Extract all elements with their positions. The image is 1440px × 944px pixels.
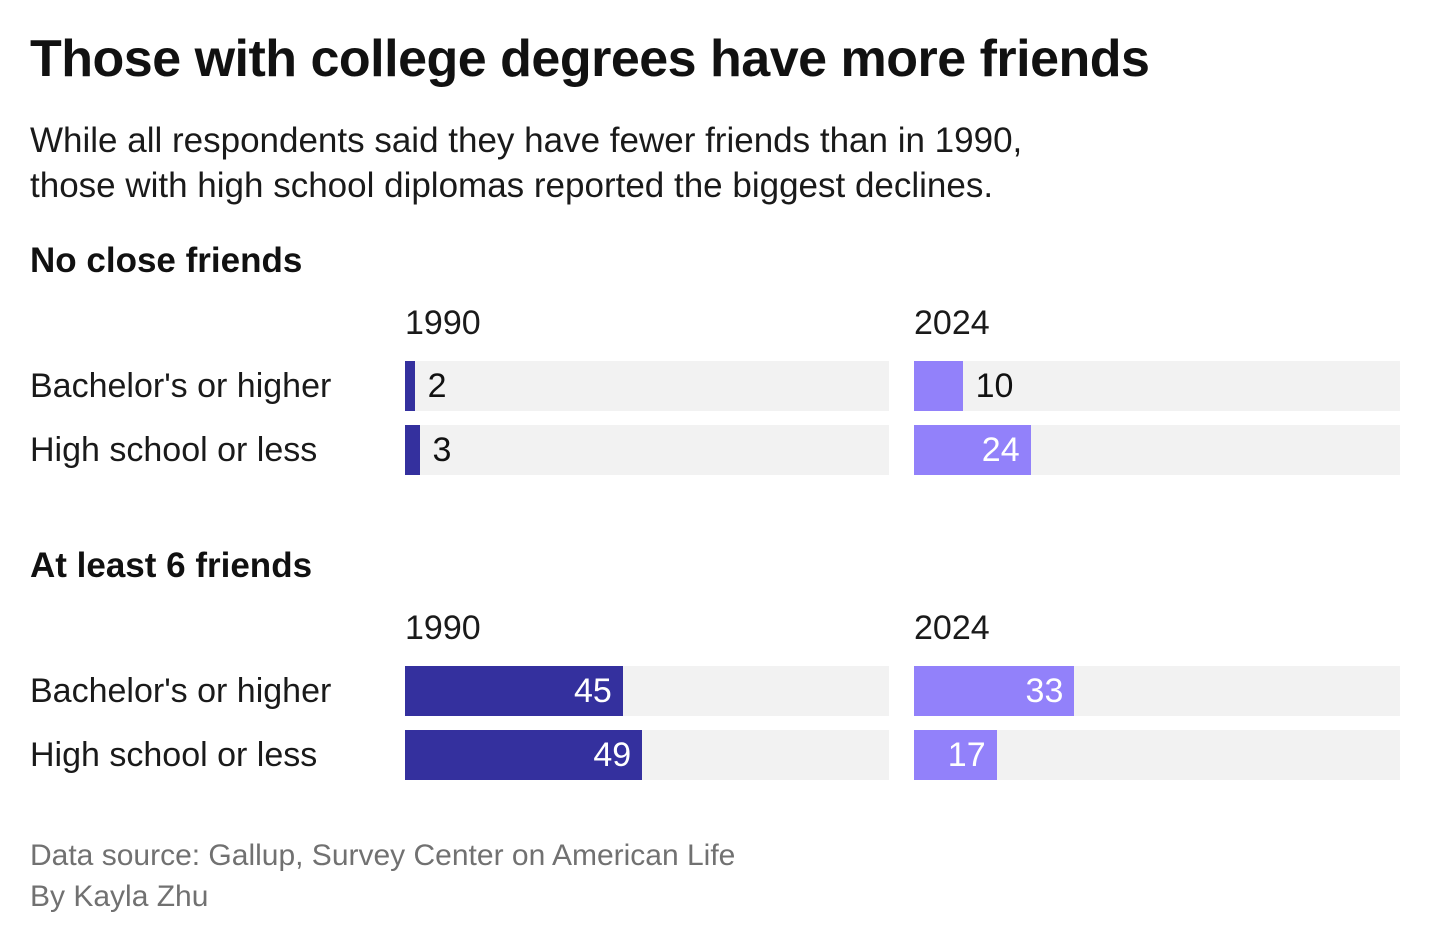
bar-track-2024-bachelor-s-or-higher: 10	[914, 361, 1400, 412]
bar-value-1990-high-school-or-less: 3	[432, 431, 452, 470]
chart-subtitle: While all respondents said they have few…	[30, 118, 1400, 209]
bar-2024-bachelor-s-or-higher: 10	[914, 361, 1013, 412]
row-label-bachelor-s-or-higher: Bachelor's or higher	[30, 366, 332, 405]
section-no-close-friends: No close friends 1990 2024 Bachelor's or h…	[30, 240, 1400, 476]
bar-value-2024-high-school-or-less: 17	[947, 736, 986, 775]
section-heading-at-least-6-friends: At least 6 friends	[30, 546, 313, 586]
chart-subtitle-line-1: While all respondents said they have few…	[30, 120, 1023, 160]
bar-value-2024-bachelor-s-or-higher: 33	[1025, 672, 1064, 711]
bar-chart-grid: 1990 2024 Bachelor's or higher 2 10 High scho…	[30, 297, 1400, 476]
bar-track-2024-high-school-or-less: 17	[914, 730, 1400, 781]
column-header-2024: 2024	[914, 304, 990, 343]
bar-1990-high-school-or-less: 49	[405, 730, 643, 781]
row-label-high-school-or-less: High school or less	[30, 430, 318, 469]
bar-track-1990-bachelor-s-or-higher: 2	[405, 361, 889, 412]
bar-track-1990-high-school-or-less: 3	[405, 425, 889, 476]
bar-1990-bachelor-s-or-higher: 45	[405, 666, 623, 717]
bar-value-2024-high-school-or-less: 24	[981, 431, 1020, 470]
chart-title: Those with college degrees have more fri…	[30, 30, 1150, 88]
bar-track-1990-bachelor-s-or-higher: 45	[405, 666, 889, 717]
bar-2024-bachelor-s-or-higher: 33	[914, 666, 1075, 717]
bar-chart-grid: 1990 2024 Bachelor's or higher 45 33 High sch…	[30, 602, 1400, 781]
chart-footer: Data source: Gallup, Survey Center on Am…	[30, 836, 1400, 918]
bar-track-2024-high-school-or-less: 24	[914, 425, 1400, 476]
bar-value-1990-high-school-or-less: 49	[593, 736, 632, 775]
bar-2024-high-school-or-less: 24	[914, 425, 1031, 476]
bar-1990-high-school-or-less: 3	[405, 425, 451, 476]
bar-value-2024-bachelor-s-or-higher: 10	[975, 367, 1014, 406]
bar-value-1990-bachelor-s-or-higher: 45	[573, 672, 612, 711]
data-source-note: Data source: Gallup, Survey Center on Am…	[30, 839, 736, 873]
grid-spacer	[30, 602, 380, 652]
column-header-1990: 1990	[405, 609, 481, 648]
bar-track-1990-high-school-or-less: 49	[405, 730, 889, 781]
chart-subtitle-line-2: those with high school diplomas reported…	[30, 166, 994, 206]
bar-2024-high-school-or-less: 17	[914, 730, 997, 781]
row-label-bachelor-s-or-higher: Bachelor's or higher	[30, 671, 332, 710]
bar-track-2024-bachelor-s-or-higher: 33	[914, 666, 1400, 717]
column-header-1990: 1990	[405, 304, 481, 343]
grid-spacer	[30, 297, 380, 347]
bar-1990-bachelor-s-or-higher: 2	[405, 361, 447, 412]
section-at-least-6-friends: At least 6 friends 1990 2024 Bachelor's or…	[30, 546, 1400, 781]
byline: By Kayla Zhu	[30, 880, 209, 914]
bar-value-1990-bachelor-s-or-higher: 2	[427, 367, 447, 406]
section-heading-no-close-friends: No close friends	[30, 240, 303, 280]
row-label-high-school-or-less: High school or less	[30, 735, 318, 774]
column-header-2024: 2024	[914, 609, 990, 648]
